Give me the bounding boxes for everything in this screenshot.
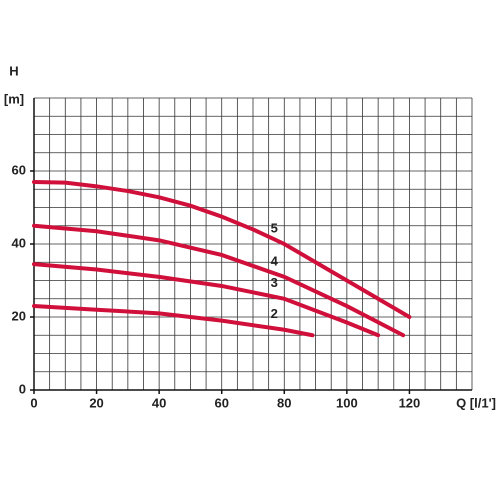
curve [32,304,315,338]
curve-label: 5 [271,220,278,235]
x-tick-label: 0 [30,395,37,410]
y-tick-label: 40 [12,235,26,250]
x-tick-label: 80 [277,395,291,410]
y-axis-unit: [m] [4,91,24,106]
y-axis-label: H [9,63,18,78]
curve [32,223,406,338]
x-tick-label: 120 [399,395,421,410]
x-tick-label: 20 [89,395,103,410]
curve-label: 4 [271,253,279,268]
y-tick-label: 20 [12,308,26,323]
y-tick-label: 60 [12,162,26,177]
curve [32,179,412,319]
curve-label: 2 [271,306,278,321]
x-tick-label: 40 [152,395,166,410]
y-tick-label: 0 [19,381,26,396]
curve [32,262,381,338]
x-axis-label: Q [l/1'] [456,395,496,410]
x-tick-label: 60 [214,395,228,410]
curve-label: 3 [271,275,278,290]
x-tick-label: 100 [336,395,358,410]
